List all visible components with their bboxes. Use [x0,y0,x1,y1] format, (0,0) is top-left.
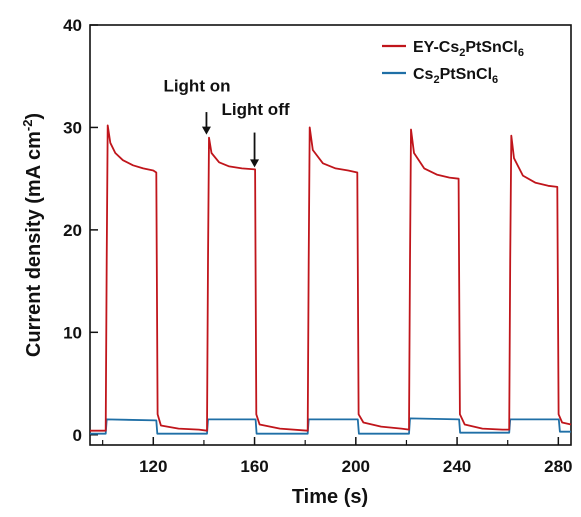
x-tick-label: 160 [240,457,268,476]
legend-label-part: EY-Cs [413,39,459,56]
x-tick-label: 200 [342,457,370,476]
annotation-label: Light off [222,100,290,119]
legend-label-subscript: 6 [518,47,524,59]
x-tick-label: 280 [544,457,572,476]
y-axis-title-sup: -2 [20,120,35,132]
legend-label-part: PtSnCl [465,39,517,56]
legend-label-subscript: 2 [433,74,439,86]
x-axis-title: Time (s) [292,486,368,508]
x-tick-label: 240 [443,457,471,476]
y-tick-label: 30 [63,118,82,137]
legend-label-part: Cs [413,66,434,83]
annotation-arrow-head [250,159,260,168]
legend-label-part: PtSnCl [440,66,492,83]
annotation-layer: Light on Light off [163,77,290,168]
y-tick-label: 10 [63,323,82,342]
y-axis-title: Current density (mA cm-2) [20,113,45,357]
legend-label: EY-Cs2PtSnCl6 [413,39,524,59]
series-line-ey-cs2ptsncl6 [90,124,572,432]
y-tick-label: 20 [63,221,82,240]
y-axis-ticks: 0 10 20 30 40 [63,16,98,445]
legend-label-subscript: 2 [459,47,465,59]
y-tick-label: 40 [63,16,82,35]
y-axis-title-close: ) [23,113,45,120]
x-tick-label: 120 [139,457,167,476]
y-tick-label: 0 [73,426,82,445]
annotation-arrow-head [201,126,211,135]
y-axis-title-main: Current density (mA cm [23,131,45,357]
x-axis-ticks: 120 160 200 240 280 [102,437,573,476]
legend-label-subscript: 6 [492,74,498,86]
plot-frame [89,24,572,446]
legend-label: Cs2PtSnCl6 [413,66,498,86]
series-layer [90,124,572,435]
annotation-label: Light on [163,77,230,96]
